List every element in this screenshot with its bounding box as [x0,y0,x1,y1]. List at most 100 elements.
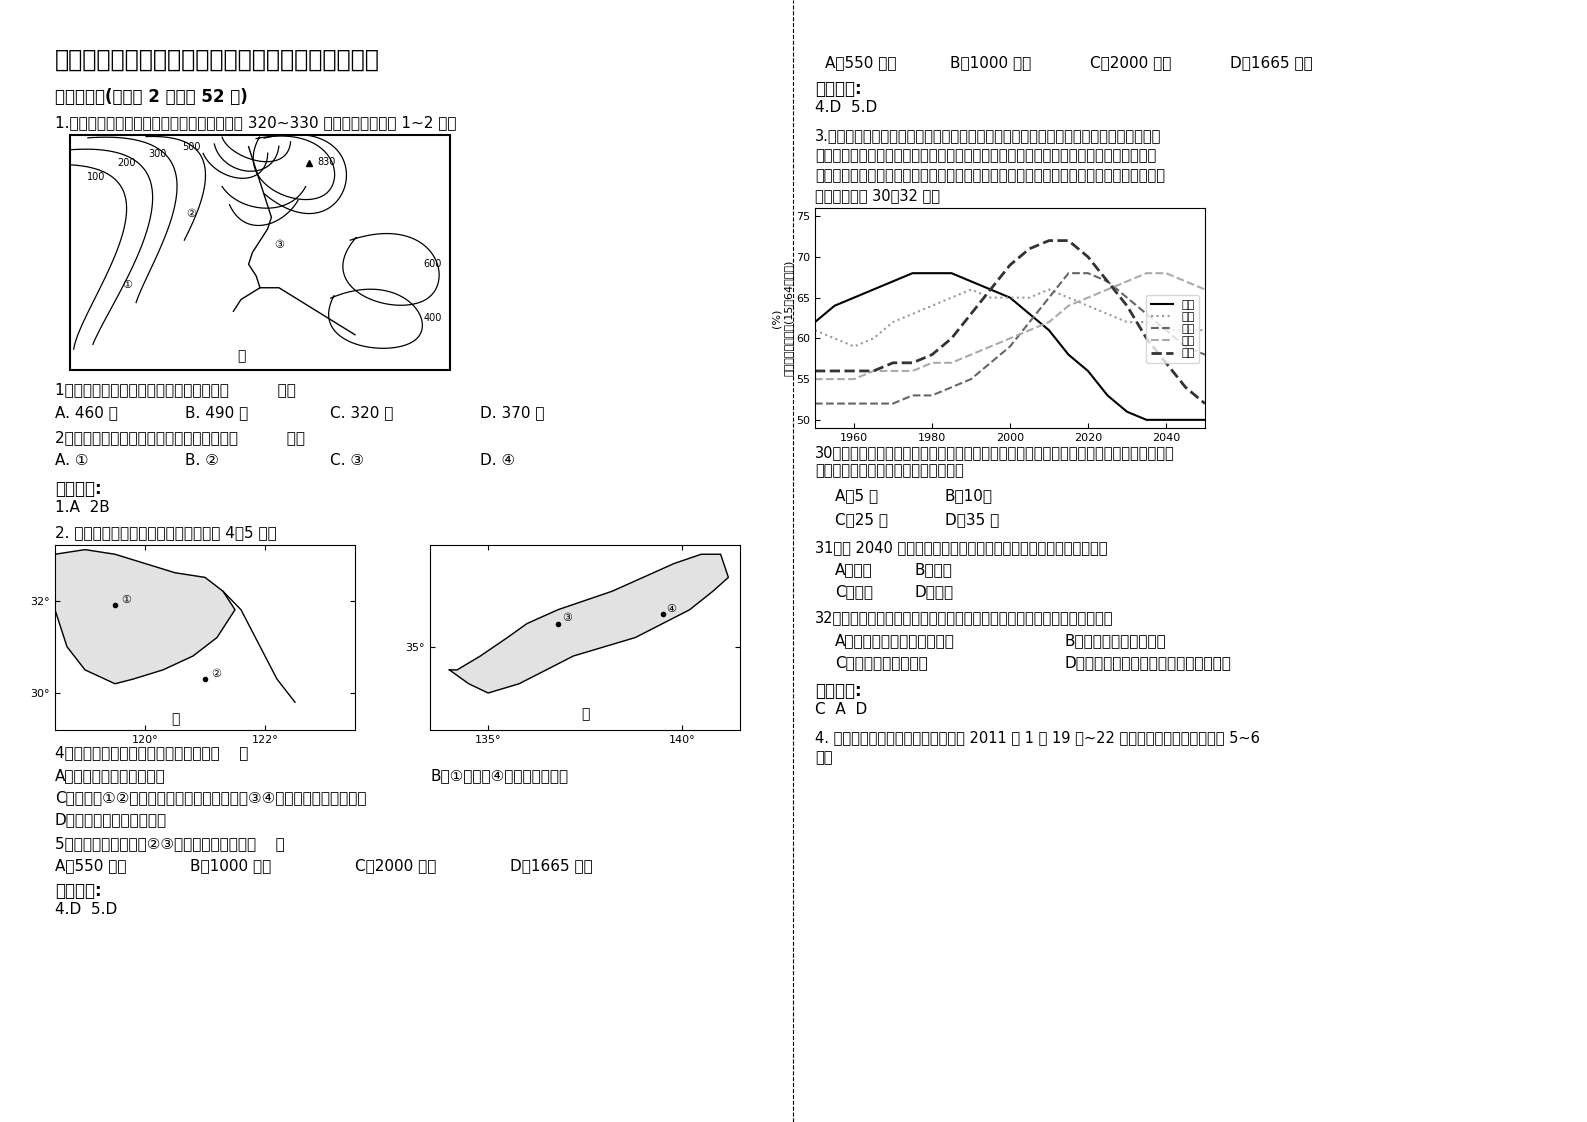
中国 [1098,275,1117,288]
中国 [1195,397,1214,411]
越南 [1020,315,1039,329]
Line: 越南: 越南 [816,273,1205,404]
中国 [1117,300,1136,313]
越南 [1098,275,1117,288]
Text: 题。: 题。 [816,749,833,765]
越南 [863,397,882,411]
日本 [825,300,844,313]
越南 [962,373,981,386]
日本 [981,283,1000,296]
Text: 600: 600 [424,259,441,269]
越南 [825,397,844,411]
印度 [962,348,981,361]
日本 [1157,413,1176,426]
Text: 结合右图回答 30～32 题。: 结合右图回答 30～32 题。 [816,188,940,203]
Text: 乙: 乙 [581,708,589,721]
日本 [1136,413,1155,426]
Text: B．严格限制人口的增长: B．严格限制人口的增长 [1065,633,1166,649]
Text: B．美国: B．美国 [916,562,952,577]
中国 [1157,356,1176,369]
日本 [844,291,863,304]
美国 [863,332,882,346]
中国 [844,365,863,378]
中国 [903,356,922,369]
Text: 缩，储蓄率降低，劳动力成本和资金成本迅速上升，经济增速和资产价格均面临下调压力，: 缩，储蓄率降低，劳动力成本和资金成本迅速上升，经济增速和资产价格均面临下调压力， [816,168,1165,183]
Text: D．中国: D．中国 [916,583,954,599]
越南 [1176,340,1195,353]
美国 [884,315,903,329]
越南 [1000,340,1019,353]
印度 [1176,275,1195,288]
Text: 甲: 甲 [236,350,244,364]
中国 [1039,233,1059,247]
Text: ③: ③ [275,240,284,250]
Text: A．甲图的比例尺较乙图小: A．甲图的比例尺较乙图小 [56,767,165,783]
Text: ②: ② [211,669,221,679]
日本 [1059,348,1078,361]
越南 [903,388,922,402]
中国 [922,348,941,361]
中国 [1079,250,1098,264]
Text: C. ③: C. ③ [330,453,363,468]
日本 [1079,365,1098,378]
日本 [1039,323,1059,337]
Text: A．延长现有人口的工作年龄: A．延长现有人口的工作年龄 [835,633,955,649]
Line: 中国: 中国 [816,240,1205,404]
日本 [1098,388,1117,402]
越南 [1079,266,1098,279]
Text: D．35 年: D．35 年 [944,512,1000,527]
美国 [962,283,981,296]
美国 [825,332,844,346]
Text: 4.D  5.D: 4.D 5.D [56,902,117,917]
美国 [1059,291,1078,304]
Text: 100: 100 [87,173,106,182]
印度 [1117,275,1136,288]
印度 [1195,283,1214,296]
Text: B．①城市在④城市的东北方向: B．①城市在④城市的东北方向 [430,767,568,783]
中国 [825,365,844,378]
印度 [1098,283,1117,296]
印度 [1020,323,1039,337]
中国 [1136,332,1155,346]
Bar [70,135,451,370]
美国 [806,323,825,337]
Text: D. 370 米: D. 370 米 [479,405,544,420]
Text: 500: 500 [183,141,202,151]
美国 [1195,323,1214,337]
Text: B．1000 千米: B．1000 千米 [190,858,271,873]
Text: 一、选择题(每小题 2 分，共 52 分): 一、选择题(每小题 2 分，共 52 分) [56,88,248,105]
美国 [1020,291,1039,304]
印度 [884,365,903,378]
Text: 甲: 甲 [171,712,179,726]
美国 [1176,323,1195,337]
Text: 5．根据地理坐标判断②③城市间的距离约为（    ）: 5．根据地理坐标判断②③城市间的距离约为（ ） [56,836,284,850]
美国 [1039,283,1059,296]
印度 [1039,315,1059,329]
日本 [1195,413,1214,426]
中国 [806,365,825,378]
Text: D．乙图所描述的内容简略: D．乙图所描述的内容简略 [56,812,167,827]
中国 [1020,242,1039,256]
Text: 4. 下图是由中央气象局发布的某城市 2011 年 1 月 19 日~22 日的天气预报。读图，回答 5~6: 4. 下图是由中央气象局发布的某城市 2011 年 1 月 19 日~22 日的… [816,730,1260,745]
印度 [943,356,962,369]
印度 [903,365,922,378]
Text: C．25 年: C．25 年 [835,512,889,527]
美国 [943,291,962,304]
美国 [1136,315,1155,329]
印度 [922,356,941,369]
Text: C  A  D: C A D [816,702,867,717]
Text: C．2000 千米: C．2000 千米 [355,858,436,873]
中国 [943,332,962,346]
Text: A. 460 米: A. 460 米 [56,405,117,420]
日本 [1117,405,1136,419]
Text: 率）低廉，推动经济增长和资产价格上涨；而当人口结构进入拐点，工作年龄人口占比萎: 率）低廉，推动经济增长和资产价格上涨；而当人口结构进入拐点，工作年龄人口占比萎 [816,148,1157,163]
Text: B. ②: B. ② [186,453,219,468]
Text: ①: ① [122,279,132,289]
Legend: 日本, 美国, 越南, 印度, 中国: 日本, 美国, 越南, 印度, 中国 [1146,295,1200,362]
日本 [903,266,922,279]
Text: ③: ③ [562,614,571,624]
印度 [825,373,844,386]
越南 [806,397,825,411]
Text: 830: 830 [317,157,335,167]
日本 [943,266,962,279]
